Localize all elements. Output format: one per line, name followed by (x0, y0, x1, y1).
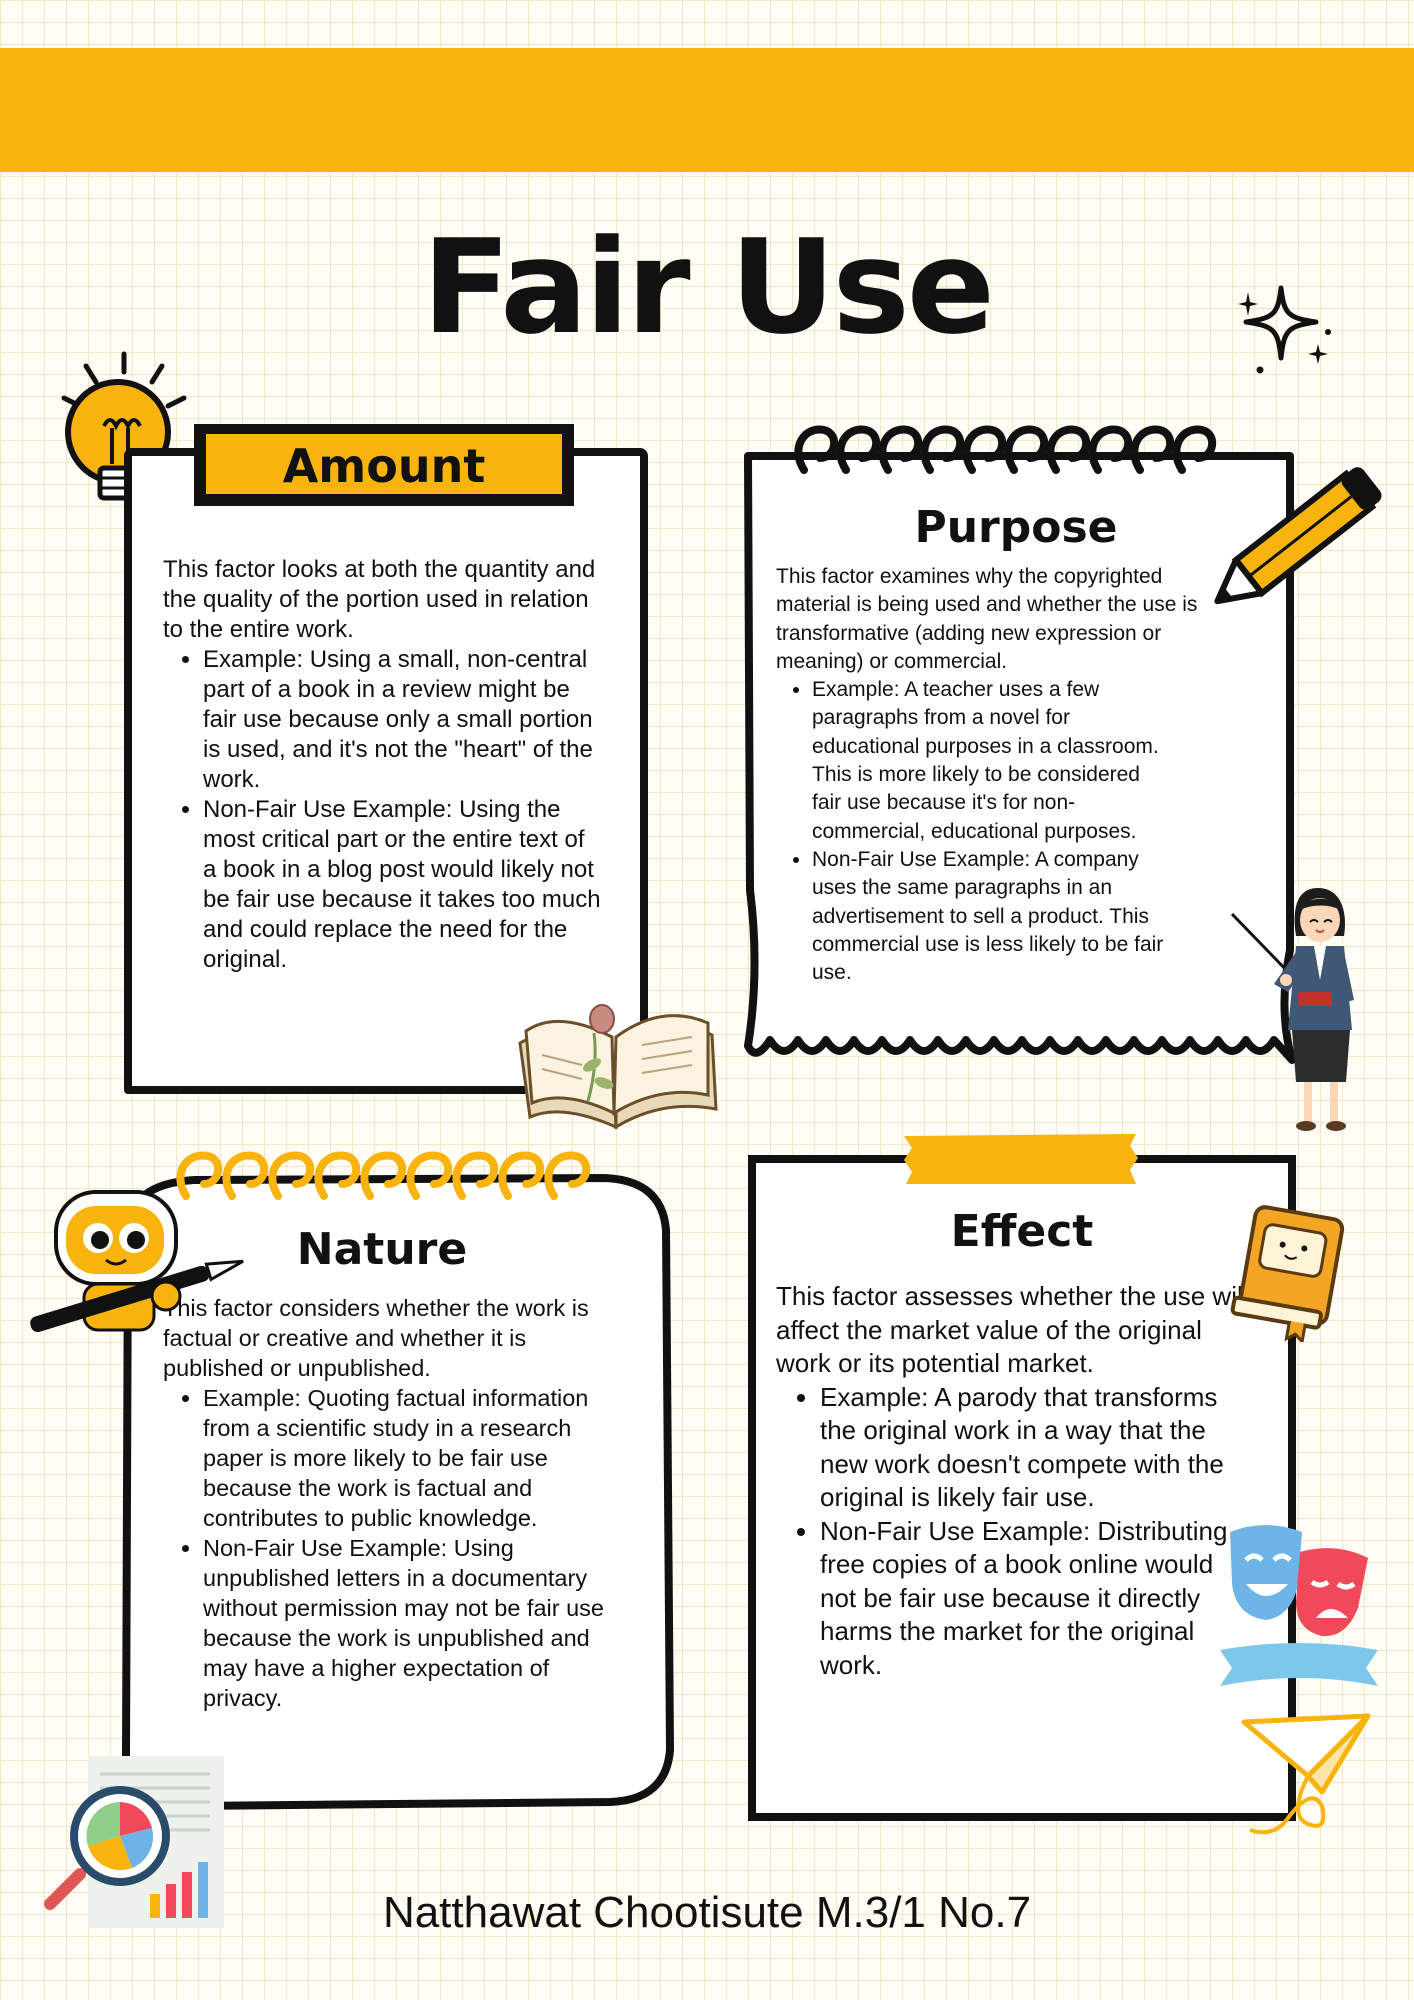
amount-body: This factor looks at both the quantity a… (163, 555, 603, 975)
tape-strip (904, 1134, 1138, 1184)
list-item: Non-Fair Use Example: Using unpublished … (203, 1533, 633, 1713)
author-credit: Natthawat Chootisute M.3/1 No.7 (382, 1888, 1032, 1937)
amount-card (124, 448, 648, 1094)
cute-book-icon (1230, 1205, 1345, 1342)
effect-bullet-list: Example: A parody that transforms the or… (776, 1381, 1254, 1683)
paper-plane-icon (1241, 1713, 1371, 1835)
nature-bullet-list: Example: Quoting factual information fro… (163, 1383, 633, 1713)
robot-pen-icon (30, 1190, 244, 1333)
nature-intro: This factor considers whether the work i… (163, 1295, 589, 1381)
pencil-icon (1214, 467, 1382, 605)
list-item: Non-Fair Use Example: Using the most cri… (203, 795, 603, 975)
effect-intro: This factor assesses whether the use wil… (776, 1281, 1249, 1378)
sparkle-icon (1238, 285, 1331, 374)
nature-title: Nature (296, 1224, 468, 1275)
top-banner (0, 48, 1414, 172)
amount-intro: This factor looks at both the quantity a… (163, 556, 596, 643)
effect-title: Effect (950, 1206, 1094, 1257)
list-item: Example: A parody that transforms the or… (820, 1381, 1254, 1515)
list-item: Example: Quoting factual information fro… (203, 1383, 633, 1533)
effect-card (748, 1155, 1296, 1821)
list-item: Non-Fair Use Example: Distributing free … (820, 1515, 1254, 1683)
teacher-illustration (1230, 888, 1354, 1131)
purpose-bullet-list: Example: A teacher uses a few paragraphs… (776, 676, 1206, 987)
purpose-card (744, 452, 1296, 1064)
open-book-rose-icon (518, 1004, 718, 1130)
purpose-title: Purpose (914, 502, 1118, 553)
page-title: Fair Use (422, 211, 995, 363)
spiral-binding-icon (794, 425, 1216, 474)
nature-body: This factor considers whether the work i… (163, 1293, 633, 1713)
list-item: Non-Fair Use Example: A company uses the… (812, 846, 1206, 987)
amount-title: Amount (282, 439, 486, 493)
purpose-intro: This factor examines why the copyrighted… (776, 565, 1198, 673)
effect-body: This factor assesses whether the use wil… (776, 1280, 1254, 1682)
purpose-body: This factor examines why the copyrighted… (776, 563, 1206, 987)
theater-masks-icon (1220, 1525, 1378, 1686)
amount-title-bg (206, 434, 562, 494)
amount-bullet-list: Example: Using a small, non-central part… (163, 645, 603, 975)
list-item: Example: A teacher uses a few paragraphs… (812, 676, 1206, 846)
list-item: Example: Using a small, non-central part… (203, 645, 603, 795)
magnifier-chart-icon (44, 1756, 224, 1928)
spiral-binding-icon (176, 1151, 590, 1200)
